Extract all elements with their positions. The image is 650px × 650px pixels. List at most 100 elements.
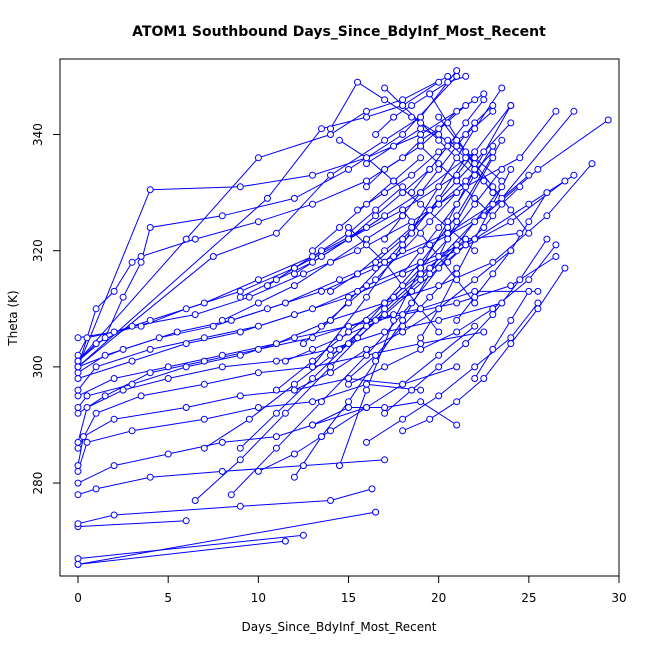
data-point	[453, 363, 461, 371]
data-point	[471, 200, 479, 208]
data-point	[552, 107, 560, 115]
data-point	[200, 357, 208, 365]
data-point	[417, 340, 425, 348]
data-point	[164, 375, 172, 382]
data-point	[489, 142, 497, 150]
y-tick-label: 300	[31, 355, 45, 378]
data-point	[507, 316, 515, 324]
data-point	[290, 334, 298, 342]
data-point	[74, 462, 82, 470]
data-point	[435, 282, 443, 290]
series-line	[474, 291, 530, 379]
data-point	[444, 136, 452, 144]
data-point	[236, 456, 244, 464]
data-point	[489, 311, 497, 319]
data-point	[390, 316, 398, 324]
data-point	[137, 258, 145, 266]
data-point	[480, 96, 488, 104]
data-point	[74, 363, 82, 371]
data-point	[471, 96, 479, 104]
data-point	[471, 299, 479, 307]
series-line	[339, 139, 476, 252]
data-point	[471, 287, 479, 295]
data-point	[417, 276, 425, 284]
data-point	[471, 293, 479, 301]
data-point	[83, 392, 91, 400]
data-point	[489, 345, 497, 353]
data-point	[480, 148, 488, 156]
data-point	[74, 555, 82, 563]
data-point	[570, 107, 578, 115]
series-line	[77, 180, 566, 379]
data-point	[498, 165, 506, 173]
data-point	[453, 154, 461, 162]
data-point	[534, 287, 542, 295]
data-point	[327, 363, 334, 371]
data-point	[200, 334, 208, 342]
series-line	[348, 227, 440, 333]
data-point	[218, 438, 226, 446]
data-point	[453, 270, 461, 278]
data-point	[110, 511, 118, 519]
data-point	[399, 380, 407, 388]
data-point	[245, 293, 253, 301]
data-point	[462, 183, 470, 191]
data-point	[453, 218, 461, 226]
data-point	[74, 438, 82, 446]
data-point	[354, 206, 361, 214]
data-point	[137, 392, 145, 400]
data-point	[543, 212, 551, 220]
data-point	[272, 444, 280, 452]
data-point	[489, 154, 497, 162]
data-point	[435, 125, 443, 133]
data-point	[471, 375, 479, 382]
data-point	[345, 380, 352, 388]
data-point	[254, 322, 262, 330]
data-point	[345, 328, 352, 336]
series-line	[375, 122, 512, 263]
data-point	[561, 264, 569, 272]
data-point	[146, 345, 154, 353]
data-point	[363, 351, 370, 359]
data-point	[381, 328, 389, 336]
data-point	[471, 148, 479, 156]
data-point	[453, 398, 461, 406]
data-point	[381, 96, 389, 104]
data-point	[399, 328, 407, 336]
data-point	[462, 148, 470, 156]
data-point	[263, 305, 271, 313]
series-line	[456, 192, 548, 321]
data-point	[119, 386, 127, 394]
data-point	[381, 165, 389, 173]
data-point	[435, 224, 443, 231]
data-point	[426, 165, 434, 173]
data-point	[182, 404, 190, 411]
data-point	[345, 322, 352, 330]
data-point	[372, 131, 380, 138]
data-point	[372, 206, 380, 214]
data-point	[74, 560, 82, 568]
data-point	[318, 322, 325, 330]
data-point	[372, 351, 380, 359]
data-point	[218, 363, 226, 371]
data-point	[471, 160, 479, 168]
data-point	[281, 299, 289, 307]
data-point	[453, 67, 461, 75]
data-point	[408, 113, 416, 121]
data-point	[408, 189, 416, 197]
data-point	[462, 154, 470, 162]
data-point	[507, 119, 515, 127]
data-point	[363, 113, 370, 121]
x-tick-label: 5	[164, 591, 172, 605]
data-point	[516, 183, 524, 191]
data-point	[119, 345, 127, 353]
series-line	[384, 87, 476, 176]
data-point	[453, 189, 461, 197]
data-point	[435, 160, 443, 168]
data-point	[435, 194, 443, 202]
data-point	[290, 264, 298, 272]
series-line	[77, 290, 538, 414]
data-point	[318, 253, 325, 260]
data-point	[363, 293, 370, 301]
data-point	[435, 113, 443, 121]
